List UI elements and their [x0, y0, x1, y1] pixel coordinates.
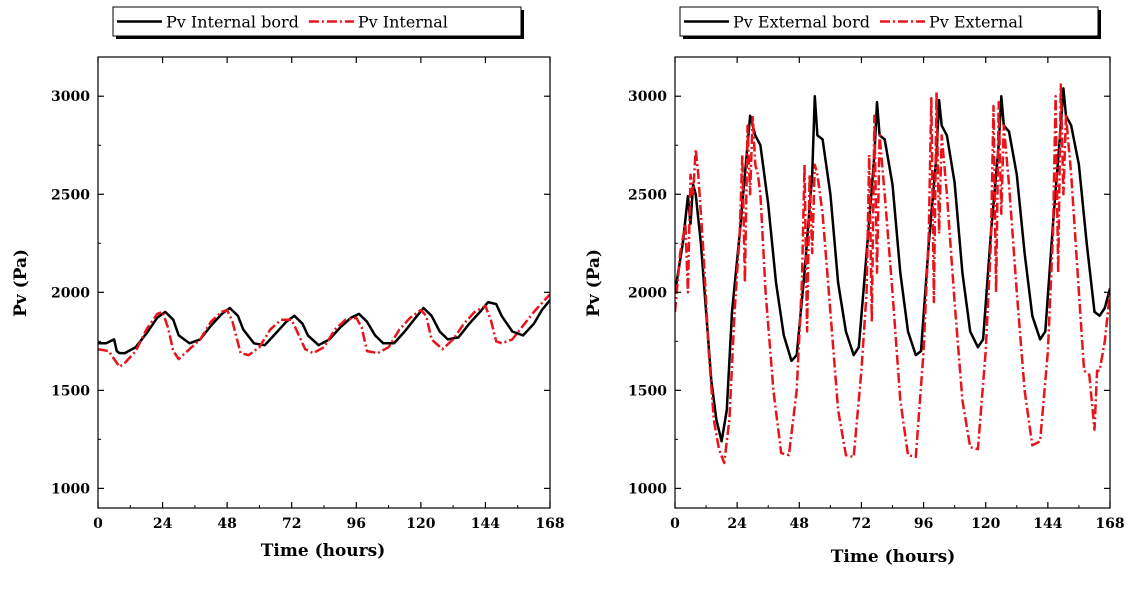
- chart-external-xtick-label: 144: [1033, 516, 1062, 532]
- chart-internal-xtick-label: 24: [153, 516, 173, 532]
- chart-internal-xtick-label: 72: [282, 516, 301, 532]
- chart-external-ytick-label: 2000: [628, 285, 667, 301]
- chart-internal-xtick-label: 144: [471, 516, 500, 532]
- chart-internal: 0 24 48 72 96 120 144 168 1000 1500 2000 2500 3000 Ti…: [11, 6, 565, 561]
- chart-internal-ytick-label: 2500: [51, 187, 90, 203]
- chart-external-ytick-label: 2500: [628, 187, 667, 203]
- chart-external-legend-label-main: Pv External: [929, 13, 1023, 32]
- chart-external-xtick-label: 24: [727, 516, 747, 532]
- chart-external: 0 24 48 72 96 120 144 168 1000 1500 2000 2500 3000 Ti…: [584, 6, 1125, 567]
- chart-external-xtick-label: 0: [670, 516, 680, 532]
- chart-external-xtick-label: 120: [971, 516, 1000, 532]
- chart-external-xtick-label: 168: [1095, 516, 1124, 532]
- chart-internal-xtick-label: 96: [347, 516, 366, 532]
- chart-internal-series-bord-line: [98, 299, 550, 355]
- chart-internal-xtick-label: 120: [406, 516, 435, 532]
- chart-internal-y-axis-title: Pv (Pa): [11, 249, 31, 317]
- chart-external-x-axis-title: Time (hours): [831, 547, 956, 567]
- chart-internal-ytick-label: 3000: [51, 89, 90, 105]
- chart-internal-legend: Pv Internal bord Pv Internal: [112, 6, 524, 39]
- chart-internal-ytick-label: 1000: [51, 481, 90, 497]
- chart-external-series-main-line: [675, 83, 1110, 465]
- chart-external-xtick-label: 96: [914, 516, 933, 532]
- chart-external-ytick-label: 1000: [628, 481, 667, 497]
- chart-external-series-group: [675, 83, 1110, 465]
- chart-internal-legend-label-main: Pv Internal: [358, 13, 448, 32]
- chart-internal-xtick-label: 0: [93, 516, 103, 532]
- chart-internal-plot-frame: [97, 56, 551, 509]
- chart-external-xtick-label: 72: [852, 516, 871, 532]
- chart-external-legend: Pv External bord Pv External: [679, 6, 1101, 39]
- chart-external-y-axis-title: Pv (Pa): [584, 249, 604, 317]
- chart-internal-series-group: [98, 293, 550, 369]
- chart-external-legend-label-bord: Pv External bord: [733, 13, 870, 32]
- chart-internal-ytick-label: 2000: [51, 285, 90, 301]
- chart-internal-xtick-label: 168: [535, 516, 564, 532]
- chart-internal-xtick-label: 48: [217, 516, 236, 532]
- chart-external-plot-frame: [674, 56, 1111, 509]
- chart-internal-legend-label-bord: Pv Internal bord: [166, 13, 299, 32]
- chart-external-xtick-label: 48: [790, 516, 809, 532]
- chart-internal-series-main-line: [98, 293, 550, 369]
- chart-internal-x-axis-title: Time (hours): [261, 541, 386, 561]
- chart-external-ytick-label: 3000: [628, 89, 667, 105]
- chart-external-ytick-label: 1500: [628, 383, 667, 399]
- chart-internal-ytick-label: 1500: [51, 383, 90, 399]
